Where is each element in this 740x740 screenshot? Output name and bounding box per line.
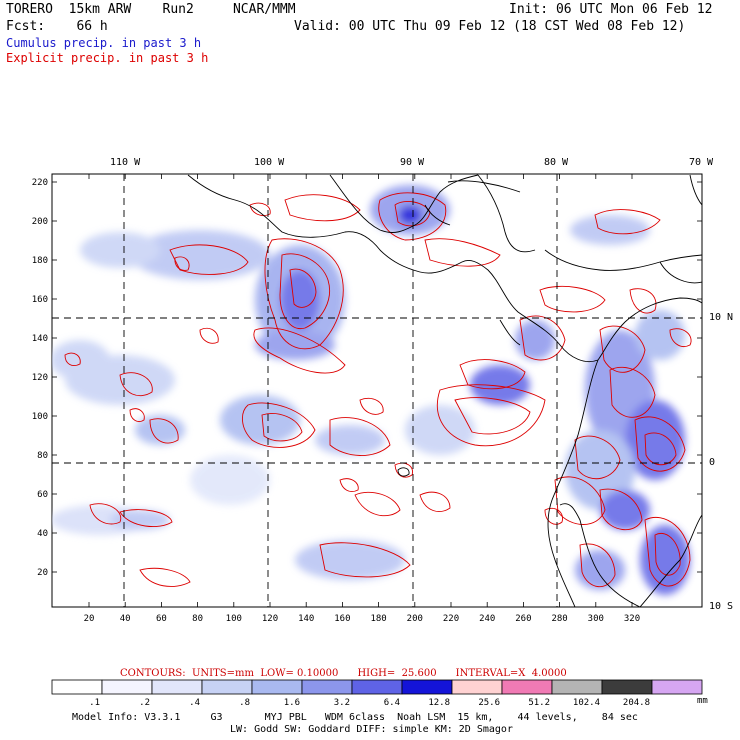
forecast-hour: Fcst: 66 h xyxy=(6,19,108,34)
colorbar-label: .8 xyxy=(239,698,250,708)
physics-info: LW: Godd SW: Goddard DIFF: simple KM: 2D… xyxy=(230,724,513,735)
colorbar-label: .1 xyxy=(89,698,100,708)
y-tick-label: 220 xyxy=(32,178,48,188)
lon-label-100w: 100 W xyxy=(254,157,285,168)
x-tick-label: 80 xyxy=(192,614,203,624)
y-tick-label: 80 xyxy=(37,451,48,461)
y-tick-label: 100 xyxy=(32,412,48,422)
colorbar: .1 .2 .4 .8 1.6 3.2 6.4 12.8 25.6 51.2 102.4 204.8 xyxy=(51,679,703,708)
cumulus-legend-label: Cumulus precip. in past 3 h xyxy=(6,36,202,50)
colorbar-swatch xyxy=(351,679,403,695)
x-tick-label: 260 xyxy=(515,614,531,624)
colorbar-swatch xyxy=(401,679,453,695)
y-tick-label: 40 xyxy=(37,529,48,539)
x-tick-label: 200 xyxy=(407,614,423,624)
colorbar-swatch xyxy=(651,679,703,695)
colorbar-swatch xyxy=(501,679,553,695)
colorbar-swatch xyxy=(551,679,603,695)
y-tick-label: 120 xyxy=(32,373,48,383)
colorbar-label: 3.2 xyxy=(334,698,350,708)
x-tick-label: 60 xyxy=(156,614,167,624)
y-tick-label: 180 xyxy=(32,256,48,266)
x-tick-label: 220 xyxy=(443,614,459,624)
colorbar-label: 25.6 xyxy=(478,698,500,708)
lon-label-110w: 110 W xyxy=(110,157,141,168)
x-tick-label: 320 xyxy=(624,614,640,624)
y-tick-label: 20 xyxy=(37,568,48,578)
lon-label-80w: 80 W xyxy=(544,157,569,168)
y-tick-label: 160 xyxy=(32,295,48,305)
colorbar-label: 51.2 xyxy=(528,698,550,708)
init-time: Init: 06 UTC Mon 06 Feb 12 xyxy=(509,2,713,17)
colorbar-swatch xyxy=(251,679,303,695)
lat-lon-grid xyxy=(52,174,702,607)
axis-tick-labels: 220 200 180 160 140 120 100 80 60 40 20 20 40 60 80 100… xyxy=(32,178,640,624)
y-tick-label: 140 xyxy=(32,334,48,344)
valid-time: Valid: 00 UTC Thu 09 Feb 12 (18 CST Wed … xyxy=(294,19,686,34)
x-tick-label: 280 xyxy=(551,614,567,624)
lat-label-0: 0 xyxy=(709,457,716,468)
lon-label-90w: 90 W xyxy=(400,157,425,168)
coastlines xyxy=(187,174,702,607)
colorbar-label: 102.4 xyxy=(573,698,600,708)
x-tick-label: 40 xyxy=(120,614,131,624)
colorbar-swatch xyxy=(101,679,153,695)
model-info: Model Info: V3.3.1 G3 MYJ PBL WDM 6class… xyxy=(72,712,638,723)
x-tick-label: 180 xyxy=(370,614,386,624)
colorbar-label: .2 xyxy=(139,698,150,708)
explicit-legend-label: Explicit precip. in past 3 h xyxy=(6,51,209,65)
y-tick-label: 60 xyxy=(37,490,48,500)
colorbar-swatch xyxy=(51,679,103,695)
lon-label-70w: 70 W xyxy=(689,157,714,168)
x-tick-label: 160 xyxy=(334,614,350,624)
x-tick-label: 140 xyxy=(298,614,314,624)
lat-label-10s: 10 S xyxy=(709,601,734,612)
colorbar-swatch xyxy=(301,679,353,695)
cumulus-precip-shading xyxy=(52,185,690,595)
colorbar-label: 6.4 xyxy=(384,698,400,708)
x-tick-label: 120 xyxy=(262,614,278,624)
axis-ticks xyxy=(52,174,702,607)
colorbar-unit: mm xyxy=(697,696,708,706)
x-tick-label: 20 xyxy=(84,614,95,624)
contour-info: CONTOURS: UNITS=mm LOW= 0.10000 HIGH= 25… xyxy=(120,668,567,679)
colorbar-label: .4 xyxy=(189,698,200,708)
lat-label-10n: 10 N xyxy=(709,312,734,323)
x-tick-label: 100 xyxy=(226,614,242,624)
model-title: TORERO 15km ARW Run2 NCAR/MMM xyxy=(6,2,296,17)
colorbar-swatch xyxy=(151,679,203,695)
colorbar-label: 12.8 xyxy=(428,698,450,708)
y-tick-label: 200 xyxy=(32,217,48,227)
colorbar-label: 1.6 xyxy=(284,698,300,708)
x-tick-label: 240 xyxy=(479,614,495,624)
colorbar-swatch xyxy=(451,679,503,695)
x-tick-label: 300 xyxy=(588,614,604,624)
colorbar-label: 204.8 xyxy=(623,698,650,708)
colorbar-swatch xyxy=(601,679,653,695)
colorbar-swatch xyxy=(201,679,253,695)
explicit-precip-contours xyxy=(64,192,692,588)
